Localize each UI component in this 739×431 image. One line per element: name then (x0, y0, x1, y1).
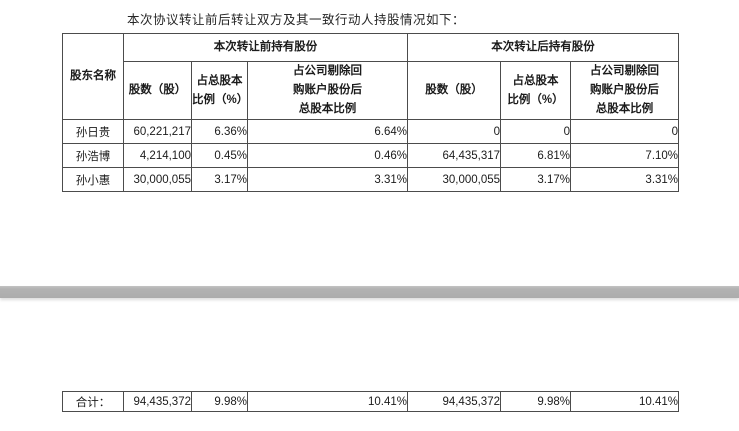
shareholder-name-cell: 孙日贵 (62, 119, 124, 144)
value-cell: 3.17% (191, 167, 248, 192)
subheader-pct-ex-buyback-after-label: 占公司剔除回 购账户股份后 总股本比例 (590, 65, 660, 115)
subheader-pct-ex-buyback-after: 占公司剔除回 购账户股份后 总股本比例 (570, 61, 680, 120)
header-before-transfer: 本次转让前持有股份 (122, 33, 409, 62)
value-cell: 60,221,217 (123, 119, 192, 144)
value-cell: 6.81% (500, 143, 572, 168)
shareholder-name-cell: 孙浩博 (62, 143, 124, 168)
subheader-shares-after: 股数（股） (407, 61, 502, 120)
shareholding-table: 股东名称 本次转让前持有股份 本次转让后持有股份 股数（股） 占总股本 比例（%… (62, 33, 680, 192)
total-value-cell: 10.41% (247, 391, 408, 412)
subheader-pct-ex-buyback-before: 占公司剔除回 购账户股份后 总股本比例 (246, 61, 409, 120)
value-cell: 3.31% (570, 167, 680, 192)
total-value-cell: 94,435,372 (407, 391, 501, 412)
page-separator-bar (0, 286, 739, 298)
subheader-pct-total-after-label: 占总股本 比例（%） (507, 74, 564, 106)
total-value-cell: 9.98% (500, 391, 571, 412)
shareholder-name-cell: 孙小惠 (62, 167, 124, 192)
subheader-shares-after-label: 股数（股） (425, 84, 483, 96)
value-cell: 7.10% (570, 143, 680, 168)
subheader-shares-before: 股数（股） (123, 61, 192, 120)
value-cell: 6.36% (191, 119, 248, 144)
table-subheader-row: 股数（股） 占总股本 比例（%） 占公司剔除回 购账户股份后 总股本比例 股数（… (63, 61, 680, 120)
total-label-cell: 合计： (62, 391, 124, 412)
page-title: 本次协议转让前后转让双方及其一致行动人持股情况如下： (127, 13, 466, 27)
subheader-pct-ex-buyback-before-label: 占公司剔除回 购账户股份后 总股本比例 (293, 65, 362, 115)
table-header-row: 股东名称 本次转让前持有股份 本次转让后持有股份 (62, 33, 680, 120)
header-shareholder-name: 股东名称 (62, 33, 124, 120)
total-value-cell: 94,435,372 (123, 391, 192, 412)
total-value-cell: 9.98% (191, 391, 248, 412)
subheader-pct-total-before-label: 占总股本 比例（%） (192, 74, 248, 106)
subheader-shares-before-label: 股数（股） (128, 84, 187, 96)
header-after-transfer: 本次转让后持有股份 (407, 33, 680, 62)
value-cell: 64,435,317 (407, 143, 502, 168)
value-cell: 4,214,100 (123, 143, 192, 168)
subheader-pct-total-before: 占总股本 比例（%） (191, 61, 248, 120)
total-row-table: 合计： 94,435,372 9.98% 10.41% 94,435,372 9… (62, 391, 679, 412)
value-cell: 0.46% (246, 143, 409, 168)
value-cell: 3.17% (500, 167, 572, 192)
total-value-cell: 10.41% (570, 391, 679, 412)
table-row: 孙浩博 4,214,100 0.45% 0.46% 64,435,317 6.8… (62, 143, 680, 168)
table-row: 孙小惠 30,000,055 3.17% 3.31% 30,000,055 3.… (62, 167, 680, 192)
value-cell: 3.31% (246, 167, 409, 192)
value-cell: 0.45% (191, 143, 248, 168)
value-cell: 0 (407, 119, 502, 144)
table-row: 孙日贵 60,221,217 6.36% 6.64% 0 0 0 (62, 119, 680, 144)
value-cell: 30,000,055 (123, 167, 192, 192)
value-cell: 0 (500, 119, 572, 144)
total-row: 合计： 94,435,372 9.98% 10.41% 94,435,372 9… (62, 391, 679, 412)
value-cell: 6.64% (246, 119, 409, 144)
value-cell: 0 (570, 119, 680, 144)
subheader-pct-total-after: 占总股本 比例（%） (500, 61, 572, 120)
value-cell: 30,000,055 (407, 167, 502, 192)
